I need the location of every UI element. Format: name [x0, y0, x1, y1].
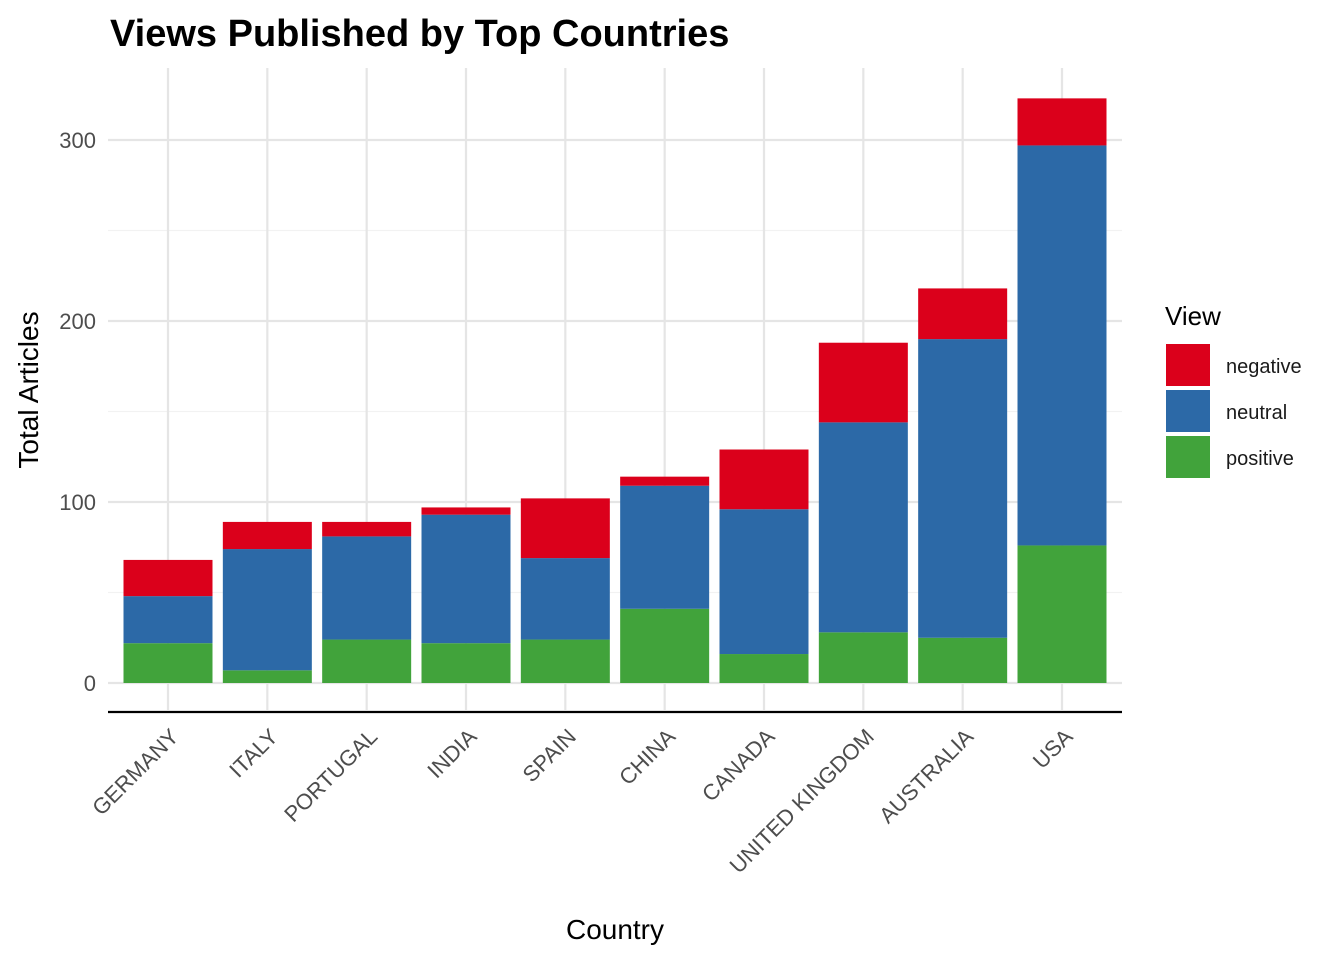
x-tick-label: SPAIN: [518, 724, 581, 787]
bar-neutral-usa: [1017, 145, 1107, 546]
bar-neutral-spain: [520, 558, 610, 640]
legend-label-neutral: neutral: [1226, 402, 1287, 424]
bar-positive-spain: [520, 639, 610, 683]
y-tick-label: 200: [59, 309, 96, 334]
x-tick-label: PORTUGAL: [279, 724, 382, 827]
legend: View negative neutral positive: [1165, 301, 1302, 478]
x-tick-label: CHINA: [614, 724, 680, 790]
bar-negative-australia: [918, 288, 1008, 340]
bar-neutral-united-kingdom: [818, 422, 908, 633]
legend-title: View: [1165, 301, 1221, 331]
bar-negative-united-kingdom: [818, 342, 908, 423]
bar-negative-italy: [222, 521, 312, 550]
bar-negative-india: [421, 507, 511, 515]
x-axis-title: Country: [566, 914, 664, 945]
y-tick-label: 0: [84, 671, 96, 696]
bar-positive-australia: [918, 637, 1008, 683]
bar-positive-china: [620, 608, 710, 683]
bar-negative-canada: [719, 449, 809, 510]
bar-positive-united-kingdom: [818, 632, 908, 683]
bar-positive-italy: [222, 670, 312, 683]
bar-neutral-italy: [222, 549, 312, 671]
x-tick-label: GERMANY: [87, 724, 184, 821]
bar-positive-india: [421, 643, 511, 683]
bar-positive-usa: [1017, 545, 1107, 683]
bar-negative-spain: [520, 498, 610, 559]
bar-neutral-germany: [123, 596, 213, 644]
x-tick-label: USA: [1028, 724, 1078, 774]
bar-neutral-portugal: [322, 536, 412, 640]
x-tick-label: CANADA: [697, 724, 780, 807]
bar-neutral-australia: [918, 339, 1008, 638]
bar-negative-china: [620, 476, 710, 486]
legend-label-positive: positive: [1226, 448, 1294, 470]
legend-label-negative: negative: [1226, 356, 1302, 378]
chart-title: Views Published by Top Countries: [110, 13, 729, 55]
bar-negative-usa: [1017, 98, 1107, 146]
x-tick-label: INDIA: [422, 724, 481, 783]
bar-negative-portugal: [322, 521, 412, 537]
legend-key-negative: [1166, 344, 1210, 386]
y-tick-labels: 0 100 200 300: [59, 128, 96, 696]
bar-positive-canada: [719, 654, 809, 683]
y-axis-title: Total Articles: [13, 311, 44, 468]
x-tick-label: AUSTRALIA: [874, 724, 978, 828]
bars: [123, 98, 1107, 683]
legend-key-neutral: [1166, 390, 1210, 432]
x-tick-label: ITALY: [224, 724, 283, 783]
bar-neutral-canada: [719, 509, 809, 655]
legend-key-positive: [1166, 436, 1210, 478]
bar-positive-germany: [123, 643, 213, 683]
y-tick-label: 100: [59, 490, 96, 515]
bar-positive-portugal: [322, 639, 412, 683]
y-tick-label: 300: [59, 128, 96, 153]
bar-neutral-china: [620, 485, 710, 609]
bar-neutral-india: [421, 514, 511, 644]
bar-negative-germany: [123, 559, 213, 597]
